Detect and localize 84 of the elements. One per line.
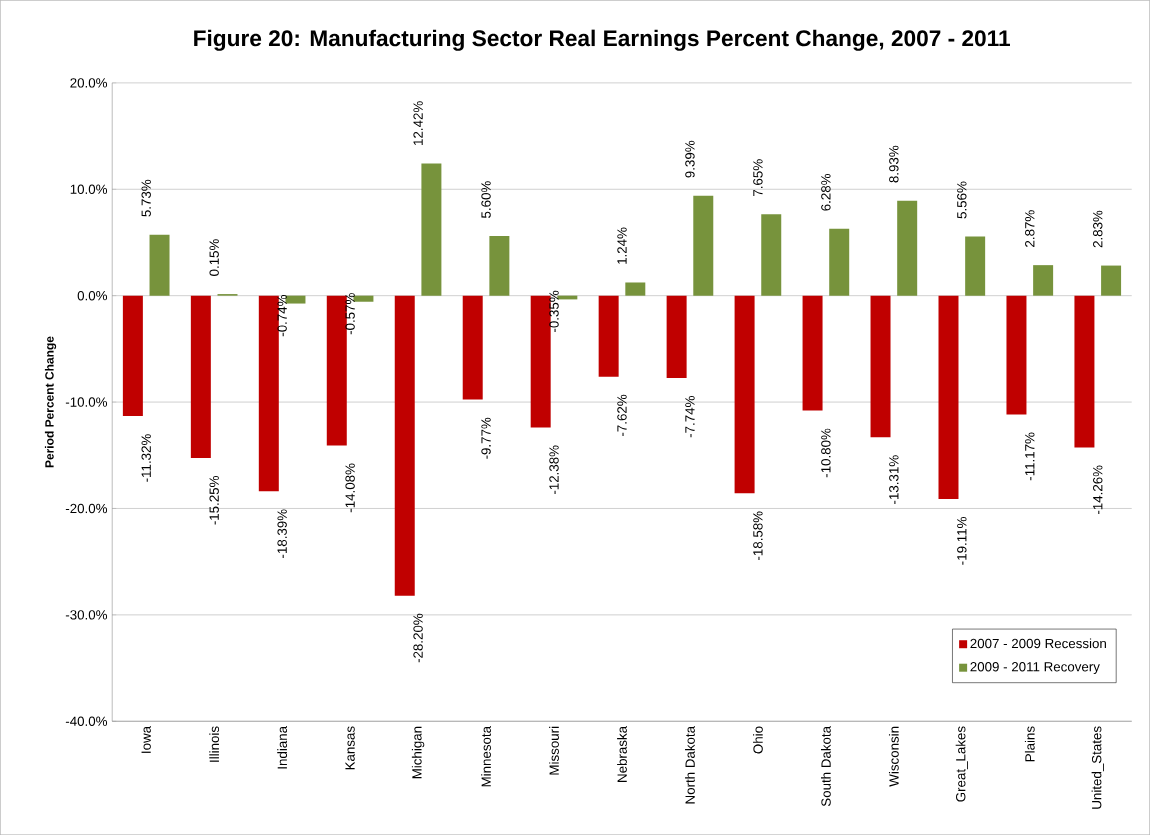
bar bbox=[489, 236, 510, 296]
data-label: 1.24% bbox=[617, 227, 627, 264]
x-tick-label: North Dakota bbox=[685, 725, 695, 804]
data-label: 5.60% bbox=[481, 181, 491, 218]
x-tick-label: United_States bbox=[1091, 726, 1104, 809]
bar bbox=[761, 214, 782, 296]
bar bbox=[625, 282, 646, 296]
bar bbox=[870, 295, 891, 438]
bar bbox=[326, 295, 347, 446]
legend-label: 2009 - 2011 Recovery bbox=[970, 662, 1100, 675]
x-tick-label: Kansas bbox=[345, 726, 355, 770]
bar bbox=[1074, 295, 1095, 448]
data-label: 0.15% bbox=[209, 239, 219, 276]
data-label: -19.11% bbox=[957, 516, 967, 565]
x-tick-label: Illinois bbox=[209, 726, 220, 762]
bar bbox=[666, 295, 687, 378]
bar bbox=[258, 295, 279, 492]
x-tick-label: Plains bbox=[1024, 726, 1035, 762]
data-label: -14.26% bbox=[1093, 465, 1103, 514]
data-label: -13.31% bbox=[889, 455, 899, 504]
bar bbox=[598, 295, 619, 377]
y-tick-label: -20.0% bbox=[65, 503, 108, 514]
bar bbox=[149, 234, 170, 296]
data-label: -28.20% bbox=[413, 613, 423, 663]
data-label: 2.83% bbox=[1093, 210, 1103, 248]
data-label: 2.87% bbox=[1025, 210, 1035, 247]
data-label: -15.25% bbox=[209, 475, 219, 525]
bar bbox=[353, 295, 374, 302]
data-label: 5.56% bbox=[957, 181, 967, 219]
bar bbox=[1006, 295, 1027, 415]
x-tick-label: Indiana bbox=[277, 725, 288, 769]
bar bbox=[530, 295, 551, 428]
y-tick-label: 10.0% bbox=[70, 184, 108, 194]
bar bbox=[693, 195, 714, 296]
y-tick-label: -30.0% bbox=[65, 610, 108, 620]
x-tick-label: Wisconsin bbox=[888, 726, 899, 787]
x-tick-label: Nebraska bbox=[617, 725, 627, 782]
x-tick-label: Minnesota bbox=[481, 725, 491, 787]
bar bbox=[965, 236, 986, 296]
data-label: 5.73% bbox=[141, 179, 151, 217]
data-label: -12.38% bbox=[549, 445, 559, 494]
data-label: 8.93% bbox=[889, 145, 899, 183]
bar bbox=[394, 295, 415, 596]
y-tick-label: 0.0% bbox=[77, 290, 108, 301]
bar bbox=[421, 163, 442, 296]
legend-label: 2007 - 2009 Recession bbox=[970, 638, 1106, 649]
data-label: 6.28% bbox=[821, 173, 831, 211]
x-tick-label: South Dakota bbox=[821, 725, 831, 807]
data-label: -10.80% bbox=[821, 428, 831, 478]
bar bbox=[190, 295, 211, 458]
data-label: -9.77% bbox=[481, 417, 491, 459]
data-label: -18.58% bbox=[753, 511, 763, 560]
bar bbox=[829, 228, 850, 296]
data-label: 9.39% bbox=[685, 140, 695, 178]
data-label: 12.42% bbox=[413, 101, 423, 145]
bar bbox=[802, 295, 823, 411]
data-label: -7.74% bbox=[685, 396, 695, 438]
x-tick-label: Iowa bbox=[141, 725, 151, 753]
bar bbox=[122, 295, 143, 417]
bar bbox=[1101, 265, 1122, 296]
data-label: -11.17% bbox=[1025, 432, 1035, 481]
data-label: -18.39% bbox=[277, 509, 287, 558]
chart-title: Figure 20: Manufacturing Sector Real Earnings Percent Change, 2007 - 2011 bbox=[194, 29, 1010, 51]
y-axis-title: Period Percent Change bbox=[44, 336, 57, 468]
x-tick-label: Missouri bbox=[549, 726, 559, 775]
data-label: -0.74% bbox=[277, 294, 287, 337]
data-label: -11.32% bbox=[141, 434, 151, 482]
bar bbox=[462, 295, 483, 400]
bar bbox=[897, 200, 918, 296]
y-tick-label: -10.0% bbox=[65, 397, 108, 407]
x-tick-label: Great_Lakes bbox=[955, 726, 968, 802]
x-tick-label: Ohio bbox=[753, 726, 763, 754]
data-label: -14.08% bbox=[345, 463, 355, 513]
data-label: -0.35% bbox=[549, 290, 559, 332]
data-label: -0.57% bbox=[345, 293, 355, 335]
y-tick-label: 20.0% bbox=[70, 78, 108, 88]
data-label: -7.62% bbox=[617, 394, 627, 436]
x-tick-label: Michigan bbox=[411, 726, 425, 779]
y-tick-label: -40.0% bbox=[65, 716, 108, 726]
bar bbox=[1033, 265, 1054, 296]
bar bbox=[734, 295, 755, 494]
bar bbox=[285, 295, 306, 304]
data-label: 7.65% bbox=[753, 159, 763, 196]
bar bbox=[938, 295, 959, 499]
